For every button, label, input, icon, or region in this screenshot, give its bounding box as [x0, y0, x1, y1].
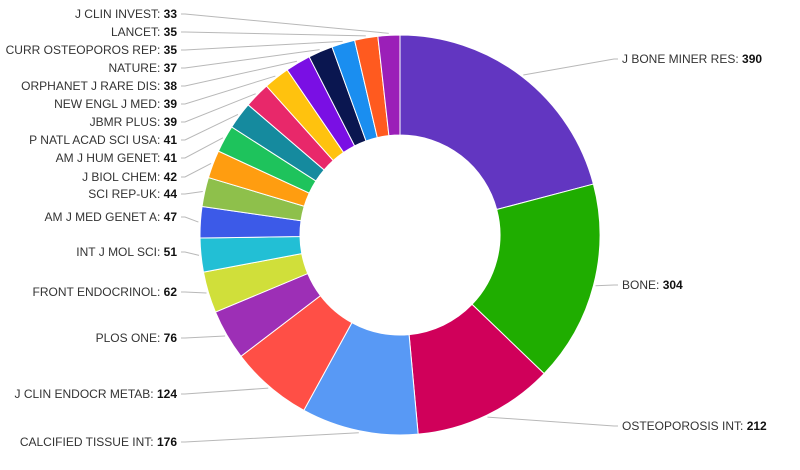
- label-am-j-med-genet-a: AM J MED GENET A: 47: [45, 210, 178, 224]
- label-name: SCI REP-UK:: [88, 187, 163, 201]
- label-name: ORPHANET J RARE DIS:: [21, 79, 163, 93]
- label-name: PLOS ONE:: [96, 331, 164, 345]
- label-value: 76: [164, 331, 178, 345]
- label-plos-one: PLOS ONE: 76: [96, 331, 178, 345]
- leader-am-j-hum-genet: [181, 137, 224, 159]
- label-value: 304: [663, 278, 683, 292]
- label-nature: NATURE: 37: [109, 61, 178, 75]
- label-name: NEW ENGL J MED:: [54, 97, 164, 111]
- label-j-clin-endocr-metab: J CLIN ENDOCR METAB: 124: [15, 387, 178, 401]
- label-value: 44: [164, 187, 178, 201]
- leader-osteoporosis-int: [487, 416, 618, 427]
- leader-sci-rep-uk: [181, 190, 203, 195]
- label-jbmr-plus: JBMR PLUS: 39: [90, 115, 178, 129]
- slice-bone: [471, 183, 601, 375]
- label-lancet: LANCET: 35: [111, 25, 177, 39]
- label-name: OSTEOPOROSIS INT:: [622, 419, 747, 433]
- label-j-biol-chem: J BIOL CHEM: 42: [82, 170, 177, 184]
- label-name: J BIOL CHEM:: [82, 170, 164, 184]
- label-value: 41: [164, 151, 178, 165]
- slice-j-clin-invest: [377, 34, 401, 137]
- label-name: LANCET:: [111, 25, 164, 39]
- label-value: 42: [164, 170, 178, 184]
- label-value: 37: [164, 61, 178, 75]
- label-bone: BONE: 304: [622, 278, 683, 292]
- leader-curr-osteoporos-rep: [181, 40, 343, 51]
- label-value: 38: [164, 79, 178, 93]
- label-name: CURR OSTEOPOROS REP:: [6, 43, 164, 57]
- leader-new-engl-j-med: [181, 75, 276, 105]
- leader-plos-one: [181, 335, 226, 339]
- label-orphanet-j-rare-dis: ORPHANET J RARE DIS: 38: [21, 79, 177, 93]
- leader-j-biol-chem: [181, 163, 212, 178]
- leader-lancet: [181, 31, 366, 37]
- label-name: BONE:: [622, 278, 663, 292]
- label-name: NATURE:: [109, 61, 164, 75]
- label-name: FRONT ENDOCRINOL:: [33, 285, 164, 299]
- label-name: AM J MED GENET A:: [45, 210, 164, 224]
- slice-labels: J BONE MINER RES: 390 BONE: 304 OSTEOPOROS…: [6, 7, 767, 449]
- label-calcified-tissue-int: CALCIFIED TISSUE INT: 176: [20, 435, 177, 449]
- label-new-engl-j-med: NEW ENGL J MED: 39: [54, 97, 177, 111]
- label-osteoporosis-int: OSTEOPOROSIS INT: 212: [622, 419, 767, 433]
- label-j-bone-miner-res: J BONE MINER RES: 390: [622, 52, 762, 66]
- label-value: 62: [164, 285, 178, 299]
- label-name: J CLIN ENDOCR METAB:: [15, 387, 157, 401]
- label-name: INT J MOL SCI:: [76, 245, 163, 259]
- label-value: 390: [742, 52, 762, 66]
- label-name: J CLIN INVEST:: [75, 7, 164, 21]
- leader-front-endocrinol: [181, 291, 207, 294]
- label-value: 47: [164, 210, 178, 224]
- leader-j-clin-endocr-metab: [181, 387, 269, 395]
- label-value: 176: [157, 435, 177, 449]
- leader-int-j-mol-sci: [181, 251, 200, 256]
- label-name: CALCIFIED TISSUE INT:: [20, 435, 157, 449]
- leader-jbmr-plus: [181, 93, 256, 123]
- label-value: 35: [164, 25, 178, 39]
- label-curr-osteoporos-rep: CURR OSTEOPOROS REP: 35: [6, 43, 178, 57]
- slice-j-bone-miner-res: [399, 34, 595, 211]
- label-value: 51: [164, 245, 178, 259]
- label-value: 35: [164, 43, 178, 57]
- label-p-natl-acad-sci-usa: P NATL ACAD SCI USA: 41: [29, 133, 177, 147]
- label-value: 124: [157, 387, 177, 401]
- leader-j-bone-miner-res: [523, 58, 618, 76]
- label-name: JBMR PLUS:: [90, 115, 164, 129]
- label-value: 212: [747, 419, 767, 433]
- leader-am-j-med-genet-a: [181, 216, 199, 223]
- label-int-j-mol-sci: INT J MOL SCI: 51: [76, 245, 177, 259]
- label-j-clin-invest: J CLIN INVEST: 33: [75, 7, 177, 21]
- leader-calcified-tissue-int: [181, 432, 359, 443]
- label-value: 41: [164, 133, 178, 147]
- label-value: 39: [164, 115, 178, 129]
- label-front-endocrinol: FRONT ENDOCRINOL: 62: [33, 285, 178, 299]
- leader-p-natl-acad-sci-usa: [181, 113, 239, 141]
- label-value: 33: [164, 7, 178, 21]
- label-sci-rep-uk: SCI REP-UK: 44: [88, 187, 177, 201]
- label-name: AM J HUM GENET:: [56, 151, 164, 165]
- label-name: P NATL ACAD SCI USA:: [29, 133, 163, 147]
- label-am-j-hum-genet: AM J HUM GENET: 41: [56, 151, 178, 165]
- donut-slices: [199, 34, 601, 436]
- leader-bone: [595, 284, 618, 287]
- leader-orphanet-j-rare-dis: [181, 60, 298, 87]
- label-value: 39: [164, 97, 178, 111]
- leader-j-clin-invest: [181, 13, 389, 34]
- leader-lines: [181, 13, 618, 443]
- leader-nature: [181, 49, 320, 69]
- label-name: J BONE MINER RES:: [622, 52, 742, 66]
